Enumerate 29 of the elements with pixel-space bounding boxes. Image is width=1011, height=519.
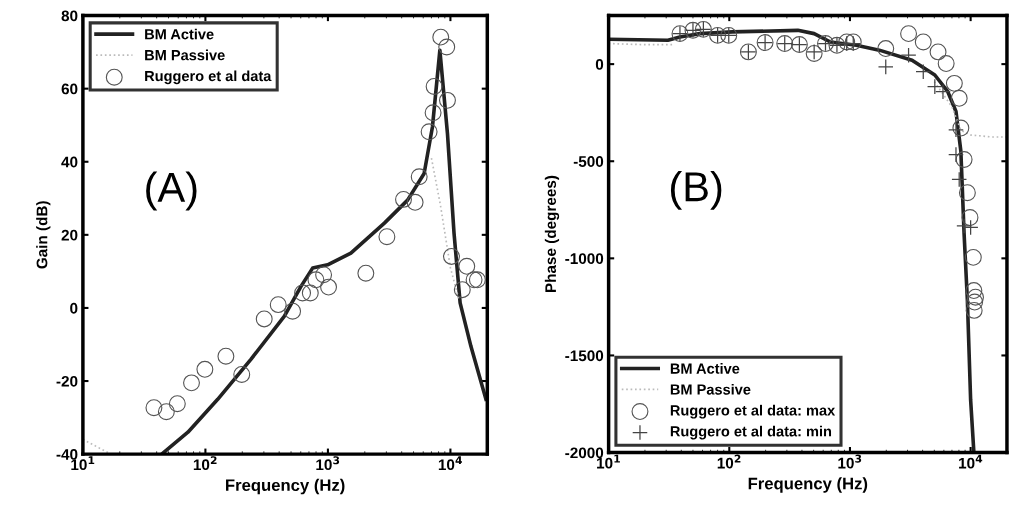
legend-label: BM Active — [670, 363, 740, 374]
x-tick-label: 10$^{4}$ — [959, 454, 983, 469]
annotation: (A) — [146, 171, 197, 211]
y-tick-label: 40 — [61, 156, 78, 168]
x-axis-title: Frequency (Hz) — [226, 478, 345, 495]
legend-label: Ruggero et al data: min — [670, 425, 832, 440]
legend-label: BM Passive — [145, 49, 225, 61]
legend-label: BM Passive — [670, 383, 751, 395]
y-tick-label: -1500 — [565, 350, 604, 362]
legend-label: Ruggero et al data: max — [670, 404, 836, 419]
annotation: (B) — [670, 170, 722, 210]
y-tick-label: 0 — [595, 58, 604, 70]
x-tick-label: 10$^{2}$ — [193, 456, 217, 471]
x-tick-label: 10$^{2}$ — [717, 454, 741, 469]
y-tick-label: -500 — [573, 156, 604, 167]
y-tick-label: 20 — [61, 229, 78, 241]
y-tick-label: 60 — [61, 83, 78, 95]
x-tick-label: 10$^{3}$ — [316, 456, 340, 471]
x-tick-label: 10$^{3}$ — [838, 454, 862, 469]
y-tick-label: 0 — [70, 302, 78, 314]
y-axis-title: Gain (dB) — [36, 201, 51, 269]
y-tick-label: -20 — [56, 375, 78, 387]
legend-label: Ruggero et al data — [145, 70, 272, 85]
y-axis-title: Phase (degrees) — [544, 175, 560, 293]
x-axis-title: Frequency (Hz) — [748, 477, 868, 493]
x-tick-label: 10$^{4}$ — [438, 456, 462, 471]
legend-label: BM Active — [145, 28, 214, 40]
y-tick-label: 80 — [61, 10, 78, 22]
y-tick-label: -1000 — [565, 253, 604, 265]
